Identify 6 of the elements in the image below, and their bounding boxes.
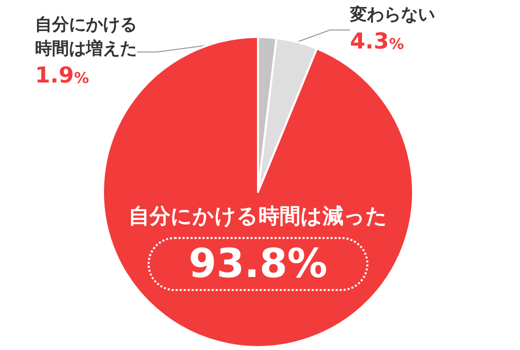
slice-label: 変わらない bbox=[349, 5, 435, 25]
data-label: 1.9% bbox=[35, 64, 90, 88]
slice-label: 自分にかける時間は増えた bbox=[35, 15, 137, 59]
data-label: 4.3% bbox=[350, 30, 404, 54]
data-label: 93.8% bbox=[188, 241, 328, 287]
slice-label: 自分にかける時間は減った bbox=[128, 204, 388, 228]
